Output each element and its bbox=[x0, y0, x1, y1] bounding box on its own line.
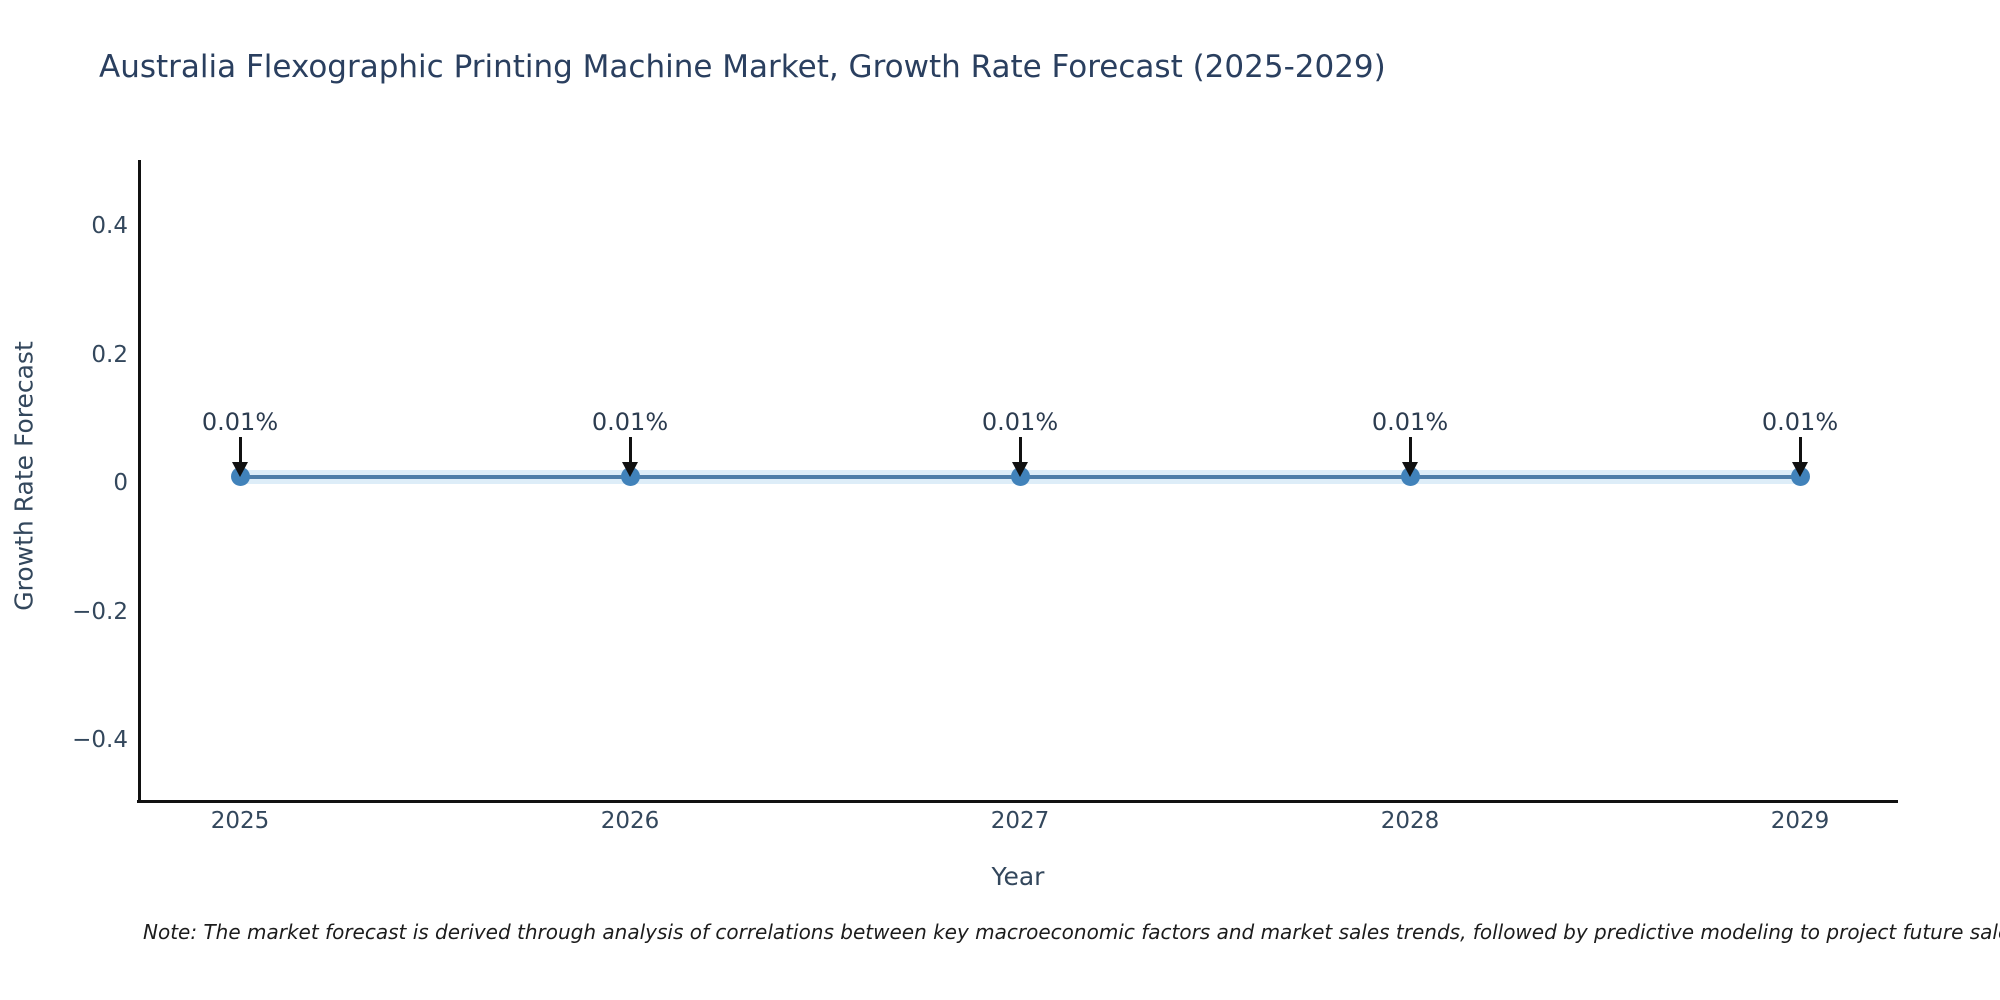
annotation-label: 0.01% bbox=[1761, 408, 1839, 436]
chart-footnote: Note: The market forecast is derived thr… bbox=[143, 920, 2000, 944]
x-tick-label: 2025 bbox=[210, 808, 270, 834]
annotation-arrow-stem bbox=[628, 437, 632, 462]
chart-title: Australia Flexographic Printing Machine … bbox=[99, 49, 1386, 85]
annotation-label: 0.01% bbox=[201, 408, 279, 436]
y-tick-label: 0 bbox=[113, 470, 128, 496]
annotation-arrow-stem bbox=[1798, 437, 1802, 462]
x-tick-label: 2027 bbox=[990, 808, 1050, 834]
annotation-arrow-head-icon bbox=[622, 462, 638, 477]
annotation-arrow-head-icon bbox=[1012, 462, 1028, 477]
y-tick-label: −0.4 bbox=[72, 727, 128, 753]
x-axis-line bbox=[137, 800, 1898, 803]
annotation-arrow-stem bbox=[1408, 437, 1412, 462]
x-axis-title: Year bbox=[991, 862, 1045, 891]
annotation-arrow-head-icon bbox=[232, 462, 248, 477]
y-axis-line bbox=[138, 160, 141, 803]
annotation-arrow-stem bbox=[1018, 437, 1022, 462]
annotation-label: 0.01% bbox=[591, 408, 669, 436]
y-tick-label: 0.2 bbox=[91, 341, 128, 368]
y-tick-label: −0.2 bbox=[72, 598, 128, 625]
annotation-arrow-head-icon bbox=[1402, 462, 1418, 477]
annotation-label: 0.01% bbox=[981, 408, 1059, 436]
x-tick-label: 2026 bbox=[600, 808, 660, 834]
x-tick-label: 2028 bbox=[1380, 808, 1440, 834]
annotation-arrow-stem bbox=[238, 437, 242, 462]
y-tick-label: 0.4 bbox=[91, 213, 128, 239]
x-tick-label: 2029 bbox=[1770, 808, 1830, 834]
annotation-label: 0.01% bbox=[1371, 408, 1449, 436]
annotation-arrow-head-icon bbox=[1792, 462, 1808, 477]
